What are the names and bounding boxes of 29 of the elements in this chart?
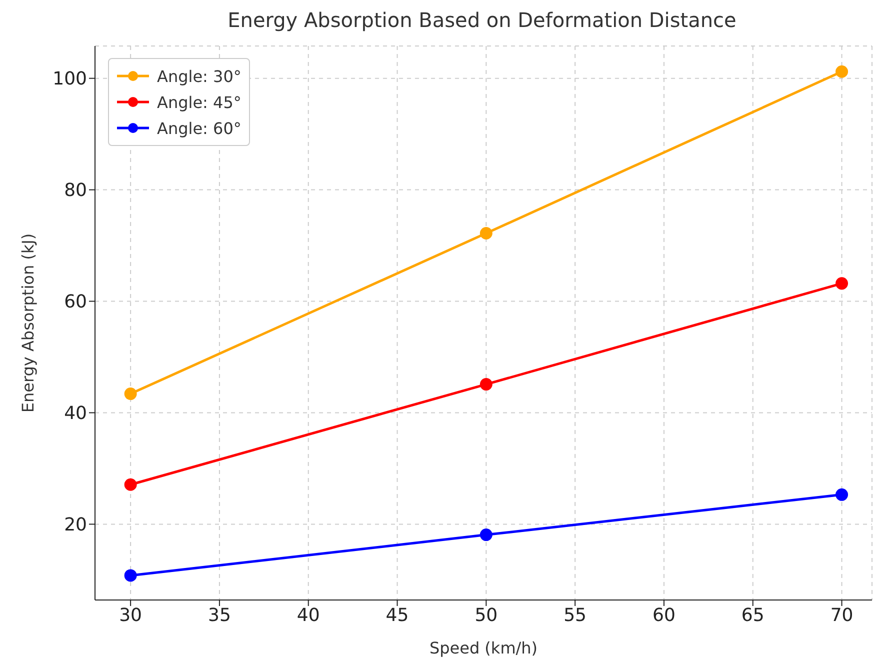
y-axis-title: Energy Absorption (kJ) [18, 233, 38, 413]
point [836, 277, 848, 290]
x-tick-label: 55 [564, 604, 587, 626]
point [124, 478, 137, 491]
point [836, 488, 848, 501]
x-tick-label: 35 [208, 604, 231, 626]
y-tick-label: 40 [64, 403, 87, 424]
x-tick-label: 65 [741, 604, 764, 626]
x-tick-label: 30 [119, 604, 142, 626]
point [124, 569, 137, 582]
x-axis-title: Speed (km/h) [429, 638, 538, 658]
y-tick-label: 20 [64, 514, 87, 536]
y-tick-label: 80 [64, 180, 87, 202]
point [480, 528, 492, 542]
legend-label: Angle: 45° [157, 92, 242, 112]
y-tick-label: 60 [64, 292, 87, 313]
chart-title: Energy Absorption Based on Deformation Distance [226, 8, 738, 34]
point [124, 388, 137, 400]
point [480, 378, 492, 391]
x-tick-label: 40 [296, 604, 320, 626]
y-tick-label: 100 [52, 68, 87, 90]
legend-label: Angle: 30° [157, 66, 242, 86]
point [480, 227, 492, 240]
x-tick-label: 50 [474, 604, 498, 626]
x-tick-label: 45 [386, 604, 409, 626]
legend-label: Angle: 60° [157, 118, 242, 138]
point [836, 65, 848, 78]
x-tick-label: 70 [830, 604, 854, 626]
x-tick-label: 60 [652, 604, 676, 626]
